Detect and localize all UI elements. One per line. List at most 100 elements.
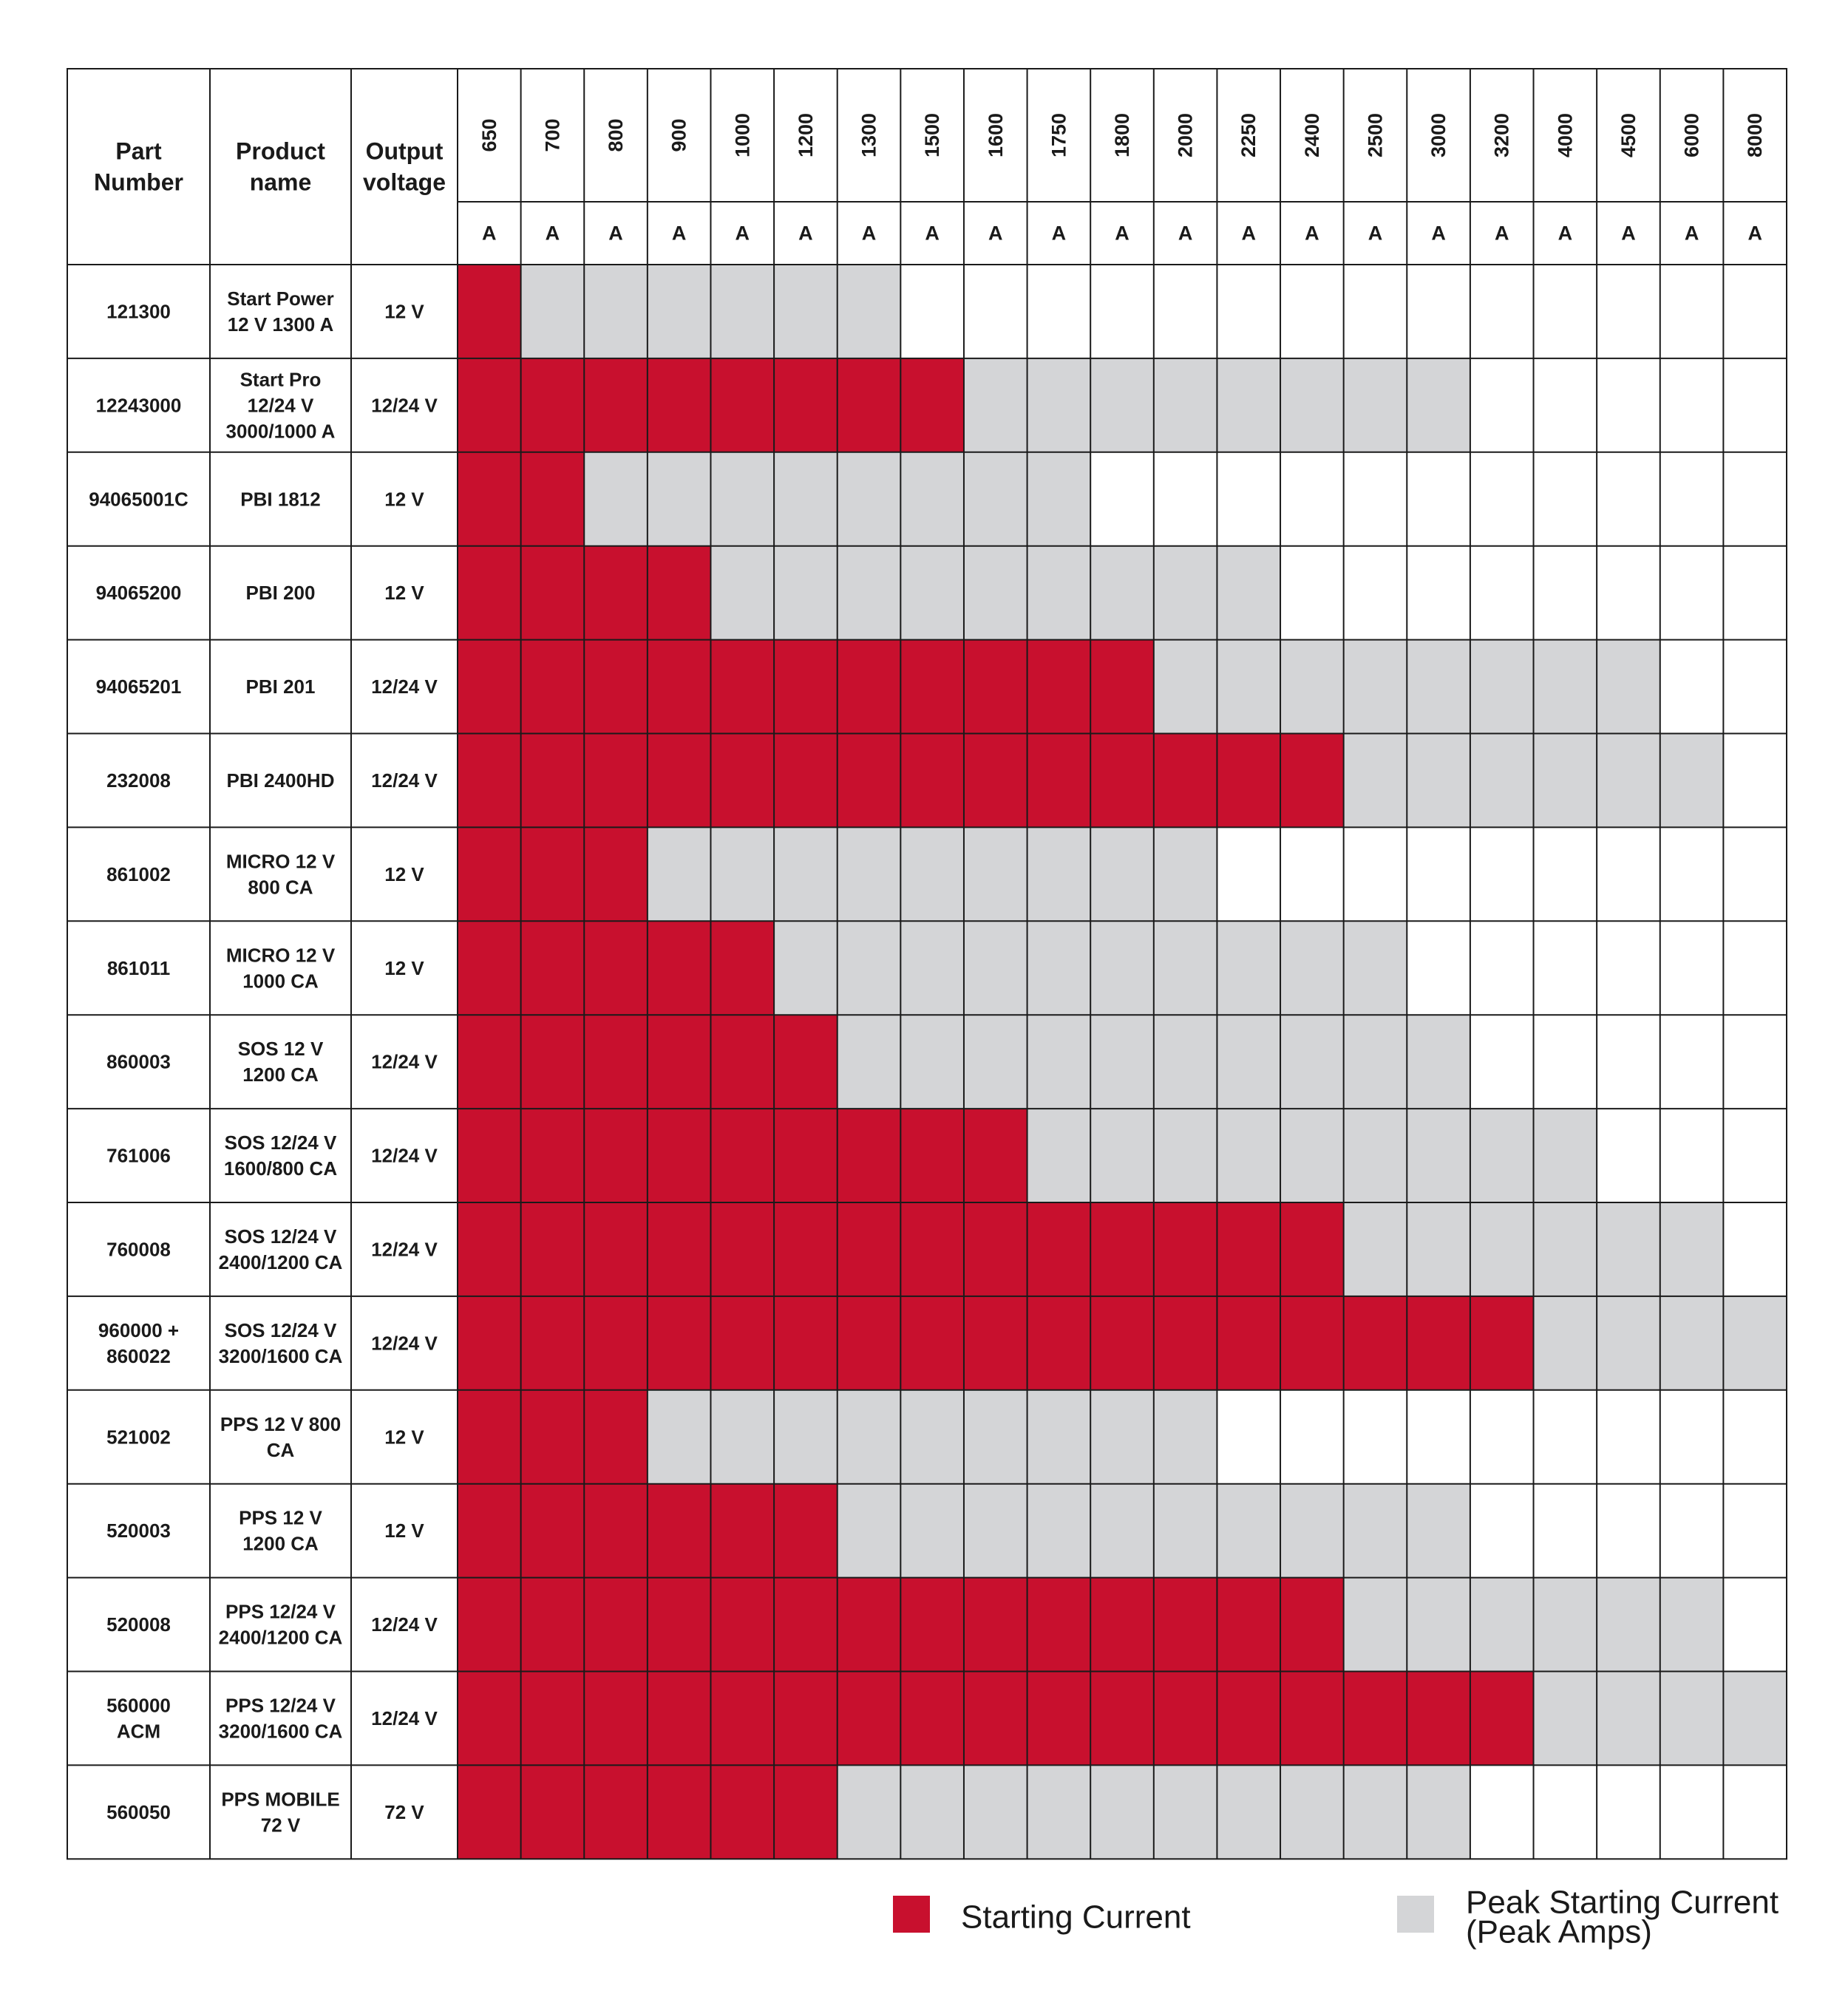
starting-current-cell — [774, 1577, 838, 1672]
product-name-cell: PPS 12/24 V 2400/1200 CA — [219, 1601, 343, 1649]
part-number-cell: 760008 — [106, 1238, 171, 1260]
amp-column-tick: 1750 — [1047, 113, 1070, 157]
output-voltage-cell: 12 V — [384, 488, 424, 510]
starting-current-cell — [458, 545, 521, 640]
starting-current-cell — [900, 1296, 964, 1390]
product-name-cell: PPS 12 V 1200 CA — [239, 1507, 322, 1555]
part-number-cell: 860003 — [106, 1051, 171, 1073]
peak-current-cell — [1533, 639, 1597, 734]
peak-current-cell — [1470, 639, 1534, 734]
starting-current-cell — [458, 1109, 521, 1202]
product-name-cell: MICRO 12 V 1000 CA — [226, 944, 336, 992]
starting-current-cell — [584, 827, 648, 922]
peak-current-cell — [837, 265, 901, 358]
peak-current-cell — [1407, 1483, 1470, 1578]
starting-current-cell — [647, 358, 711, 452]
amp-unit-label: A — [1241, 222, 1256, 245]
starting-current-cell — [458, 1765, 521, 1859]
starting-current-cell — [520, 1109, 585, 1202]
peak-current-cell — [1470, 1109, 1534, 1202]
starting-current-cell — [1280, 1577, 1344, 1672]
amp-column-tick: 1200 — [795, 113, 817, 157]
peak-current-cell — [963, 1015, 1027, 1109]
output-voltage-cell: 12/24 V — [371, 1051, 438, 1073]
output-voltage-cell: 72 V — [384, 1801, 424, 1823]
peak-current-cell — [1090, 827, 1154, 922]
part-number-cell: 520008 — [106, 1613, 171, 1636]
amp-unit-label: A — [1115, 222, 1129, 245]
peak-current-cell — [1343, 358, 1407, 452]
output-voltage-cell: 12 V — [384, 863, 424, 885]
starting-current-cell — [837, 1202, 901, 1296]
amp-unit-label: A — [736, 222, 750, 245]
starting-current-cell — [584, 1202, 648, 1296]
starting-current-cell — [584, 1577, 648, 1672]
peak-current-cell — [900, 921, 964, 1015]
product-name-cell: SOS 12/24 V 2400/1200 CA — [219, 1225, 343, 1273]
peak-current-cell — [1153, 1109, 1217, 1202]
starting-current-cell — [520, 358, 585, 452]
peak-current-cell — [1090, 545, 1154, 640]
starting-current-cell — [584, 1671, 648, 1766]
starting-current-cell — [900, 358, 964, 452]
output-voltage-cell: 12/24 V — [371, 1707, 438, 1729]
starting-current-cell — [963, 1202, 1027, 1296]
peak-current-cell — [1027, 1109, 1091, 1202]
peak-current-cell — [1027, 452, 1091, 546]
starting-current-cell — [647, 639, 711, 734]
starting-current-cell — [1090, 1577, 1154, 1672]
starting-current-cell — [584, 545, 648, 640]
starting-current-cell — [837, 1296, 901, 1390]
amp-unit-label: A — [988, 222, 1003, 245]
peak-current-cell — [900, 1483, 964, 1578]
starting-current-cell — [710, 1577, 775, 1672]
starting-current-cell — [710, 1109, 775, 1202]
starting-current-cell — [647, 1296, 711, 1390]
peak-current-cell — [1660, 733, 1724, 828]
starting-current-cell — [647, 921, 711, 1015]
peak-current-cell — [1153, 358, 1217, 452]
part-number-cell: 861011 — [107, 957, 170, 979]
peak-current-cell — [1153, 1483, 1217, 1578]
amp-unit-label: A — [925, 222, 940, 245]
peak-current-cell — [1407, 358, 1470, 452]
product-name-cell: Start Power 12 V 1300 A — [227, 287, 334, 336]
product-name-cell: PPS 12/24 V 3200/1600 CA — [219, 1694, 343, 1742]
amp-column-tick: 2000 — [1175, 113, 1197, 157]
peak-current-cell — [774, 1389, 838, 1484]
starting-current-cell — [520, 1483, 585, 1578]
amp-unit-label: A — [862, 222, 877, 245]
peak-current-cell — [710, 265, 775, 358]
table-border — [67, 68, 1787, 1860]
starting-current-cell — [963, 1577, 1027, 1672]
product-name-cell: MICRO 12 V 800 CA — [226, 850, 336, 898]
amp-unit-label: A — [1685, 222, 1699, 245]
amp-column-tick: 1000 — [731, 113, 753, 157]
part-number-cell: 94065201 — [96, 676, 182, 698]
amp-column-tick: 8000 — [1744, 113, 1766, 157]
peak-current-cell — [1533, 1671, 1597, 1766]
starting-current-cell — [774, 1671, 838, 1766]
amp-unit-label: A — [1368, 222, 1383, 245]
starting-current-cell — [710, 1296, 775, 1390]
peak-current-cell — [837, 921, 901, 1015]
starting-current-cell — [584, 358, 648, 452]
starting-current-cell — [1407, 1296, 1470, 1390]
peak-current-cell — [1407, 733, 1470, 828]
starting-current-cell — [710, 733, 775, 828]
starting-current-cell — [458, 827, 521, 922]
output-voltage-cell: 12/24 V — [371, 1145, 438, 1167]
starting-current-cell — [1153, 733, 1217, 828]
starting-current-cell — [1470, 1296, 1534, 1390]
amp-unit-label: A — [1431, 222, 1446, 245]
starting-current-cell — [458, 921, 521, 1015]
starting-current-cell — [900, 1577, 964, 1672]
starting-current-cell — [963, 1671, 1027, 1766]
starting-current-cell — [584, 1389, 648, 1484]
starting-current-cell — [774, 1765, 838, 1859]
starting-current-cell — [900, 639, 964, 734]
starting-current-cell — [647, 1577, 711, 1672]
output-voltage-cell: 12/24 V — [371, 394, 438, 416]
starting-current-cell — [710, 1765, 775, 1859]
chart-legend: Starting Current Peak Starting Current (Pe… — [893, 1885, 1779, 1950]
